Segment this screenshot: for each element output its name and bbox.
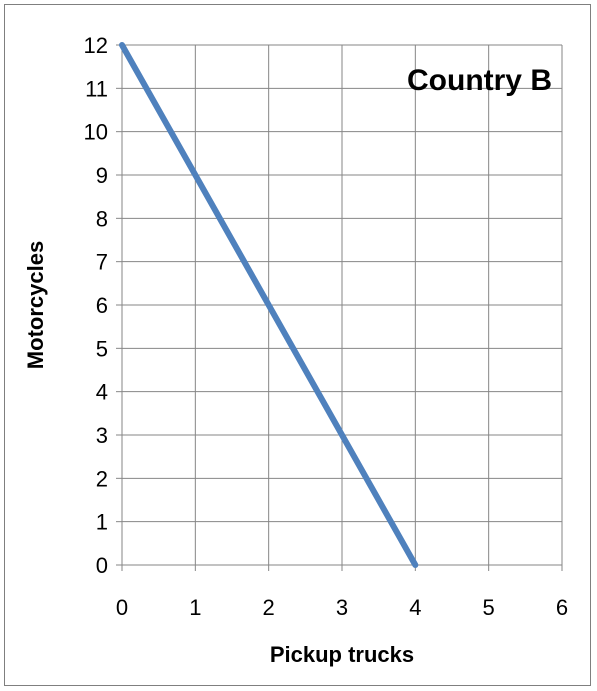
y-axis-title: Motorcycles [23,241,48,369]
y-tick-label: 3 [96,423,108,448]
x-tick-label: 3 [336,595,348,620]
chart-frame [4,4,591,686]
y-tick-label: 2 [96,466,108,491]
axes [116,44,563,571]
y-tick-label: 7 [96,250,108,275]
grid [122,44,563,565]
x-tick-label: 4 [409,595,421,620]
y-tick-label: 6 [96,293,108,318]
x-tick-label: 2 [263,595,275,620]
y-tick-label: 11 [85,76,108,101]
x-tick-label: 6 [556,595,568,620]
y-tick-label: 5 [96,336,108,361]
chart-title: Country B [407,64,552,97]
x-tick-label: 1 [189,595,201,620]
y-tick-label: 1 [96,510,108,535]
x-axis-title: Pickup trucks [270,642,414,667]
x-tick-label: 5 [483,595,495,620]
y-tick-label: 8 [96,206,108,231]
y-tick-label: 4 [96,380,108,405]
series-layer [119,42,419,568]
y-tick-label: 12 [84,33,108,58]
y-tick-label: 10 [84,120,108,145]
x-tick-label: 0 [116,595,128,620]
series-line [119,42,419,568]
y-tick-label: 9 [96,163,108,188]
x-tick-labels: 0 1 2 3 4 5 6 [116,595,568,620]
y-tick-label: 0 [96,553,108,578]
